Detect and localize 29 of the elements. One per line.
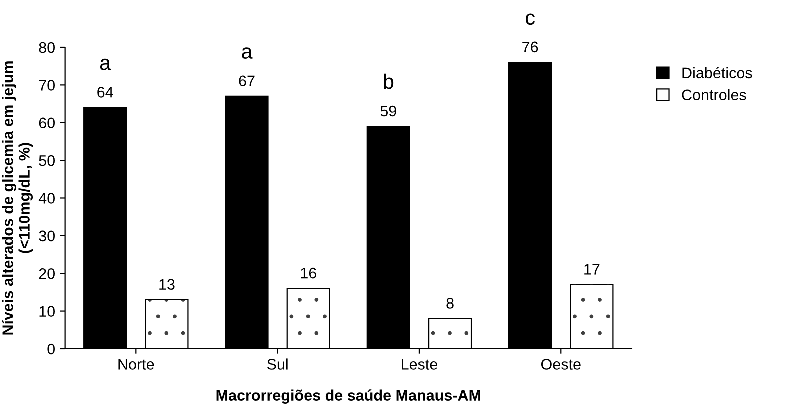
data-label: 8 <box>446 298 454 309</box>
data-label: 17 <box>584 264 600 275</box>
y-axis-title: Níveis alterados de glicemia em jejum (<110mg/dL, %) <box>2 62 34 335</box>
y-tick-label: 40 <box>38 193 56 204</box>
text: c <box>526 14 535 26</box>
x-axis-title: Macrorregiões de saúde Manaus-AM <box>216 390 480 404</box>
y-tick-label: 0 <box>48 344 55 355</box>
y-tick-label: 60 <box>39 118 56 129</box>
x-tick-label: Oeste <box>541 359 581 370</box>
x-tick-label: Norte <box>118 359 154 370</box>
y-tick-label: 70 <box>39 80 56 91</box>
y-tick-label: 20 <box>39 268 56 280</box>
y-tick-label: 50 <box>39 155 56 166</box>
data-label: 67 <box>239 76 255 87</box>
data-label: 59 <box>380 106 396 117</box>
y-tick-label: 80 <box>39 42 56 54</box>
data-label: 64 <box>98 87 114 98</box>
data-label: 76 <box>522 42 538 53</box>
legend-label: Diabéticos <box>682 67 752 79</box>
data-label: 16 <box>301 268 316 279</box>
y-tick-label: 30 <box>39 230 56 242</box>
data-label: 13 <box>160 279 175 290</box>
x-tick-label: Leste <box>402 359 438 370</box>
legend-label: Controles <box>682 89 746 101</box>
y-tick-label: 10 <box>40 306 56 317</box>
annotation: a <box>100 58 112 70</box>
x-tick-label: Sul <box>267 358 288 370</box>
annotation: b <box>384 74 394 90</box>
annotation: a <box>242 48 253 60</box>
